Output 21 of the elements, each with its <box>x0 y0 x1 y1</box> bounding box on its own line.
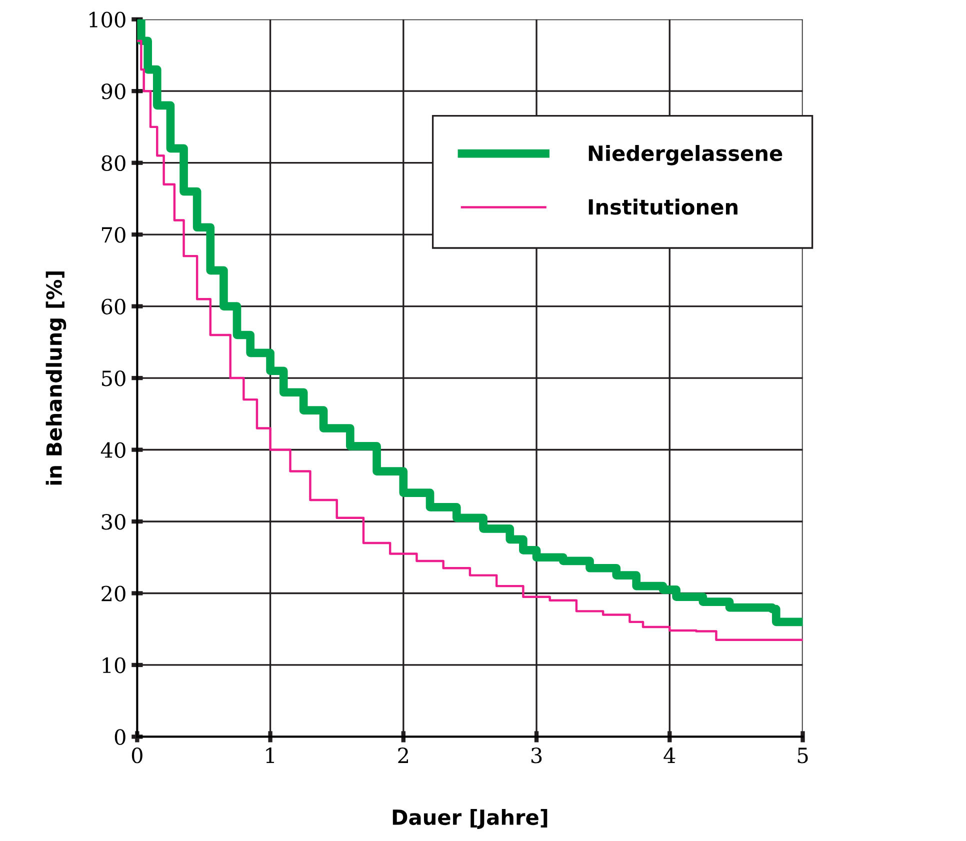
y-tick-label: 30 <box>102 514 126 530</box>
x-tick-label: 2 <box>398 748 408 763</box>
y-tick-label: 70 <box>102 227 126 243</box>
y-tick-label: 90 <box>102 84 126 100</box>
y-tick-label: 0 <box>114 729 126 745</box>
y-tick-label: 60 <box>102 298 126 315</box>
y-axis-title: in Behandlung [%] <box>46 271 66 485</box>
y-tick-label: 80 <box>102 155 126 172</box>
x-tick-label: 1 <box>266 748 274 763</box>
x-tick-label: 4 <box>664 748 676 763</box>
x-axis-title: Dauer [Jahre] <box>392 808 548 829</box>
y-tick-label: 100 <box>90 12 126 28</box>
x-tick-label: 3 <box>531 748 542 764</box>
y-tick-label: 50 <box>102 370 126 386</box>
x-tick-label: 0 <box>132 748 142 764</box>
y-tick-label: 40 <box>100 442 126 458</box>
legend-label: Institutionen <box>588 198 738 215</box>
legend-label: Niedergelassene <box>588 145 782 166</box>
y-tick-label: 20 <box>102 586 126 602</box>
y-tick-label: 10 <box>102 657 126 674</box>
x-tick-label: 5 <box>798 748 808 764</box>
